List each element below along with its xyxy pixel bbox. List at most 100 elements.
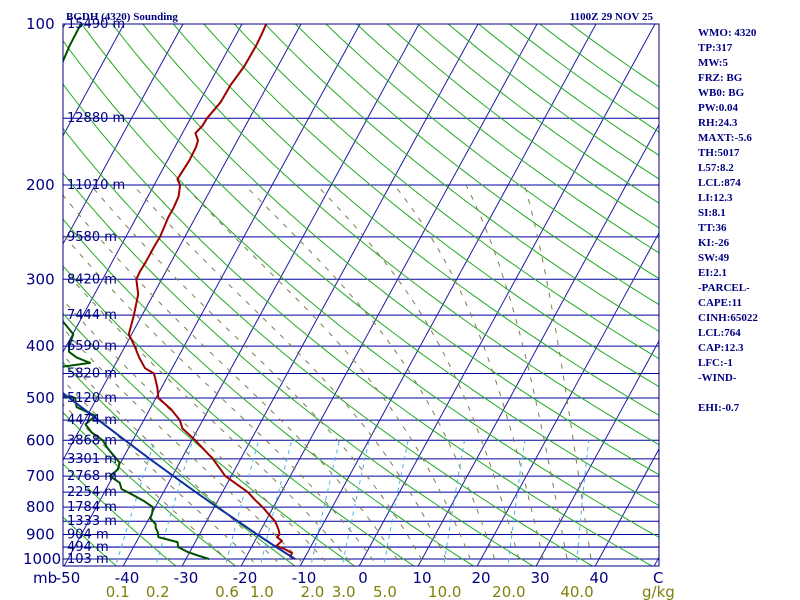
isotherm-line (594, 448, 659, 566)
height-label: 6590 m (67, 339, 117, 354)
dry-adiabat (63, 265, 415, 566)
y-axis-label: mb (33, 569, 57, 587)
dry-adiabat (386, 24, 659, 229)
chart-datetime: 1100Z 29 NOV 25 (570, 11, 654, 23)
dewpoint-trace (63, 24, 210, 560)
height-label: 2768 m (67, 469, 117, 484)
index-item: TH:5017 (698, 147, 740, 159)
index-item: WB0: BG (698, 87, 745, 99)
height-label: 1333 m (67, 514, 117, 529)
pressure-tick-label: 600 (26, 431, 55, 449)
index-item: LCL:764 (698, 327, 741, 339)
dry-adiabat (63, 361, 296, 566)
dry-adiabat (478, 24, 659, 156)
moist-adiabat (63, 403, 235, 566)
dry-adiabat (81, 24, 659, 507)
temperature-tick-label: -20 (233, 569, 258, 587)
height-label: 9580 m (67, 230, 117, 245)
dry-adiabat (264, 24, 659, 332)
moist-adiabat (63, 354, 283, 566)
moist-adiabat (132, 184, 450, 566)
pressure-tick-label: 200 (26, 176, 55, 194)
mixing-ratio-tick-label: 5.0 (373, 583, 397, 600)
dry-adiabat (111, 24, 659, 476)
mixing-ratio-line (259, 440, 293, 566)
isotherm-line (476, 231, 659, 566)
temperature-trace (127, 24, 296, 560)
pressure-tick-label: 900 (26, 526, 55, 544)
isotherm-line (240, 24, 538, 566)
height-label: 103 m (67, 552, 109, 567)
index-item: -WIND- (698, 372, 737, 384)
temperature-tick-label: -40 (115, 569, 140, 587)
isotherm-line (299, 24, 597, 566)
height-label: 12880 m (67, 111, 125, 126)
mixing-ratio-line (341, 440, 370, 566)
moist-adiabat (524, 184, 593, 566)
index-item: MW:5 (698, 57, 728, 69)
isotherm-line (63, 24, 184, 245)
dry-adiabat (325, 24, 659, 280)
isotherm-line (358, 24, 656, 566)
height-label: 8420 m (67, 272, 117, 287)
mixing-ratio-tick-label: 3.0 (332, 583, 356, 600)
height-label: 5820 m (67, 366, 117, 381)
dry-adiabat (63, 172, 534, 566)
mixing-ratio-tick-label: 2.0 (300, 583, 324, 600)
pressure-tick-label: 100 (26, 15, 55, 33)
pressure-tick-label: 500 (26, 389, 55, 407)
isotherm-line (63, 24, 302, 462)
dry-adiabat (356, 24, 659, 254)
mixing-ratio-line (115, 440, 156, 566)
temperature-tick-label: 10 (412, 569, 431, 587)
moist-adiabat (63, 194, 402, 566)
plot-frame (62, 23, 660, 567)
dry-adiabat (63, 218, 475, 566)
dry-adiabat (63, 411, 237, 566)
x-axis-label: C (653, 569, 663, 587)
index-item: EI:2.1 (698, 267, 727, 279)
index-item: KI:-26 (698, 237, 730, 249)
height-label: 494 m (67, 540, 109, 555)
height-label: 4474 m (67, 413, 117, 428)
parcel-trace (63, 391, 296, 560)
mixing-ratio-line (575, 440, 590, 566)
index-item: LFC:-1 (698, 357, 733, 369)
mixing-ratio-tick-label: 0.6 (215, 583, 239, 600)
index-item: TT:36 (698, 222, 727, 234)
index-item: TP:317 (698, 42, 733, 54)
pressure-tick-label: 1000 (23, 550, 61, 568)
height-label: 11010 m (67, 178, 125, 193)
index-item: EHI:-0.7 (698, 402, 740, 414)
moist-adiabat (63, 299, 331, 566)
height-label: 904 m (67, 528, 109, 543)
temperature-tick-label: 20 (471, 569, 490, 587)
dry-adiabat (203, 24, 659, 388)
moist-adiabat (90, 184, 426, 566)
moist-adiabat (63, 379, 259, 566)
index-item: LCL:874 (698, 177, 741, 189)
mixing-ratio-unit: g/kg (642, 583, 675, 600)
dry-adiabat (234, 24, 659, 360)
moist-adiabat (183, 184, 474, 566)
dry-adiabat (63, 463, 177, 566)
isotherm-line (63, 24, 125, 137)
pressure-tick-label: 300 (26, 270, 55, 288)
moist-adiabat (465, 184, 569, 566)
dry-adiabat (63, 127, 594, 566)
index-item: RH:24.3 (698, 117, 738, 129)
temperature-tick-label: -30 (174, 569, 199, 587)
isotherm-line (535, 339, 659, 566)
dry-adiabat (508, 24, 659, 133)
dry-adiabat (63, 83, 654, 566)
dry-adiabat (447, 24, 659, 180)
mixing-ratio-tick-label: 0.2 (146, 583, 170, 600)
dry-adiabat (417, 24, 659, 204)
temperature-tick-label: -10 (292, 569, 317, 587)
grid-layer (63, 24, 659, 566)
isotherm-line (122, 24, 420, 566)
mixing-ratio-tick-label: 40.0 (560, 583, 593, 600)
height-label: 3868 m (67, 433, 117, 448)
height-label: 3301 m (67, 452, 117, 467)
